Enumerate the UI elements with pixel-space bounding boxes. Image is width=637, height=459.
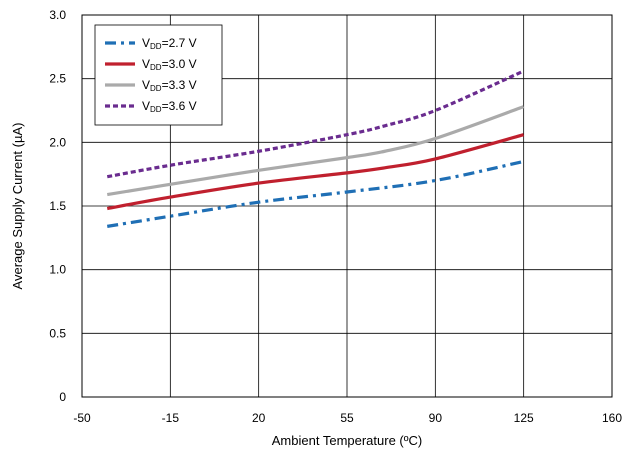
series-line bbox=[106, 105, 525, 197]
legend-label-main: V bbox=[142, 36, 150, 50]
y-tick-label: 2.5 bbox=[49, 72, 66, 86]
series-line bbox=[106, 69, 525, 179]
legend-label-rest: =3.6 V bbox=[162, 99, 197, 113]
legend-label-rest: =2.7 V bbox=[162, 36, 197, 50]
legend-label-main: V bbox=[142, 57, 150, 71]
legend-item: VDD=2.7 V bbox=[105, 36, 197, 51]
legend-label: VDD=3.0 V bbox=[142, 57, 197, 72]
legend-label-subscript: DD bbox=[150, 105, 162, 114]
legend-label-main: V bbox=[142, 78, 150, 92]
y-tick-label: 2.0 bbox=[49, 135, 66, 149]
legend-item: VDD=3.0 V bbox=[105, 57, 197, 72]
x-tick-label: 90 bbox=[429, 411, 443, 425]
legend-item: VDD=3.3 V bbox=[105, 78, 197, 93]
legend-label: VDD=3.6 V bbox=[142, 99, 197, 114]
x-tick-label: 20 bbox=[252, 411, 266, 425]
series-layer bbox=[106, 69, 525, 228]
legend-item: VDD=3.6 V bbox=[105, 99, 197, 114]
legend-label: VDD=2.7 V bbox=[142, 36, 197, 51]
x-tick-label: -15 bbox=[162, 411, 180, 425]
plot-frame bbox=[81, 14, 613, 398]
y-tick-label: 1.5 bbox=[49, 199, 66, 213]
legend-box bbox=[94, 24, 223, 126]
legend-label-subscript: DD bbox=[150, 63, 162, 72]
x-tick-label: 55 bbox=[340, 411, 354, 425]
legend-label-rest: =3.3 V bbox=[162, 78, 197, 92]
legend-label: VDD=3.3 V bbox=[142, 78, 197, 93]
y-tick-label: 0.5 bbox=[49, 326, 66, 340]
y-axis-label: Average Supply Current (µA) bbox=[10, 123, 25, 290]
legend-label-subscript: DD bbox=[150, 84, 162, 93]
series-line bbox=[106, 133, 525, 211]
x-tick-label: 125 bbox=[514, 411, 534, 425]
y-tick-label: 3.0 bbox=[49, 8, 66, 22]
legend-label-rest: =3.0 V bbox=[162, 57, 197, 71]
legend-label-main: V bbox=[142, 99, 150, 113]
series-line bbox=[106, 159, 525, 228]
y-axis-ticks: 0 0.5 1.0 1.5 2.0 2.5 3.0 bbox=[49, 8, 66, 404]
legend-label-subscript: DD bbox=[150, 42, 162, 51]
y-tick-label: 1.0 bbox=[49, 263, 66, 277]
x-axis-ticks: -50 -15 20 55 90 125 160 bbox=[73, 411, 622, 425]
x-tick-label: 160 bbox=[602, 411, 622, 425]
x-tick-label: -50 bbox=[73, 411, 91, 425]
y-tick-label: 0 bbox=[59, 390, 66, 404]
x-axis-label: Ambient Temperature (ºC) bbox=[272, 433, 422, 448]
